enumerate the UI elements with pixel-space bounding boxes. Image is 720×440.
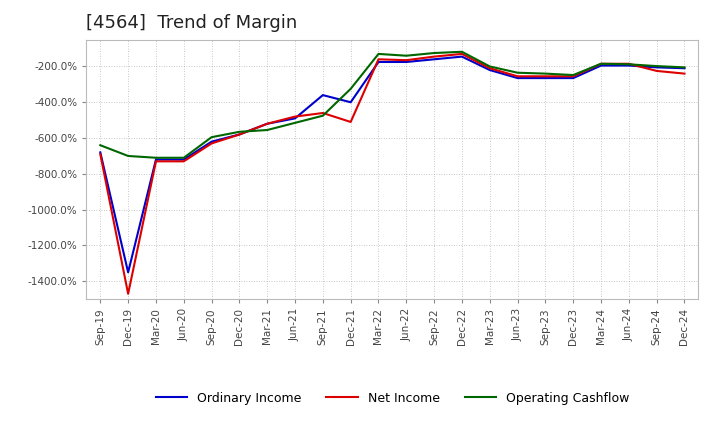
Ordinary Income	[346, 99, 355, 105]
Operating Cashflow	[179, 155, 188, 161]
Ordinary Income	[569, 75, 577, 81]
Operating Cashflow	[513, 70, 522, 75]
Ordinary Income	[263, 121, 271, 126]
Ordinary Income	[430, 57, 438, 62]
Line: Ordinary Income: Ordinary Income	[100, 57, 685, 272]
Net Income	[374, 57, 383, 62]
Net Income	[179, 159, 188, 164]
Ordinary Income	[179, 157, 188, 162]
Operating Cashflow	[291, 120, 300, 125]
Operating Cashflow	[374, 51, 383, 57]
Ordinary Income	[124, 270, 132, 275]
Operating Cashflow	[96, 143, 104, 148]
Ordinary Income	[652, 65, 661, 70]
Net Income	[402, 58, 410, 63]
Operating Cashflow	[346, 86, 355, 92]
Net Income	[680, 71, 689, 76]
Line: Operating Cashflow: Operating Cashflow	[100, 52, 685, 158]
Net Income	[96, 151, 104, 157]
Ordinary Income	[374, 59, 383, 65]
Operating Cashflow	[235, 129, 243, 135]
Operating Cashflow	[263, 127, 271, 132]
Net Income	[263, 121, 271, 126]
Operating Cashflow	[680, 65, 689, 70]
Net Income	[152, 159, 161, 164]
Operating Cashflow	[569, 73, 577, 78]
Net Income	[458, 51, 467, 57]
Operating Cashflow	[458, 49, 467, 55]
Ordinary Income	[513, 75, 522, 81]
Net Income	[318, 110, 327, 116]
Operating Cashflow	[430, 51, 438, 56]
Legend: Ordinary Income, Net Income, Operating Cashflow: Ordinary Income, Net Income, Operating C…	[150, 387, 634, 410]
Operating Cashflow	[652, 63, 661, 69]
Operating Cashflow	[124, 153, 132, 158]
Net Income	[485, 66, 494, 71]
Operating Cashflow	[207, 135, 216, 140]
Ordinary Income	[458, 54, 467, 59]
Ordinary Income	[152, 157, 161, 162]
Line: Net Income: Net Income	[100, 54, 685, 294]
Ordinary Income	[96, 150, 104, 155]
Ordinary Income	[318, 92, 327, 98]
Operating Cashflow	[485, 64, 494, 69]
Ordinary Income	[207, 139, 216, 144]
Ordinary Income	[402, 59, 410, 65]
Net Income	[597, 61, 606, 66]
Net Income	[235, 132, 243, 137]
Ordinary Income	[291, 116, 300, 121]
Net Income	[430, 54, 438, 59]
Ordinary Income	[235, 132, 243, 137]
Ordinary Income	[680, 66, 689, 71]
Operating Cashflow	[624, 62, 633, 67]
Operating Cashflow	[402, 53, 410, 59]
Text: [4564]  Trend of Margin: [4564] Trend of Margin	[86, 15, 297, 33]
Ordinary Income	[624, 63, 633, 68]
Operating Cashflow	[152, 155, 161, 161]
Ordinary Income	[597, 63, 606, 68]
Net Income	[624, 61, 633, 66]
Operating Cashflow	[597, 61, 606, 66]
Ordinary Income	[485, 67, 494, 73]
Net Income	[207, 141, 216, 146]
Operating Cashflow	[541, 71, 550, 76]
Net Income	[513, 73, 522, 79]
Net Income	[541, 73, 550, 79]
Net Income	[124, 291, 132, 297]
Net Income	[569, 73, 577, 79]
Net Income	[346, 119, 355, 125]
Net Income	[652, 68, 661, 73]
Ordinary Income	[541, 75, 550, 81]
Net Income	[291, 114, 300, 119]
Operating Cashflow	[318, 113, 327, 118]
